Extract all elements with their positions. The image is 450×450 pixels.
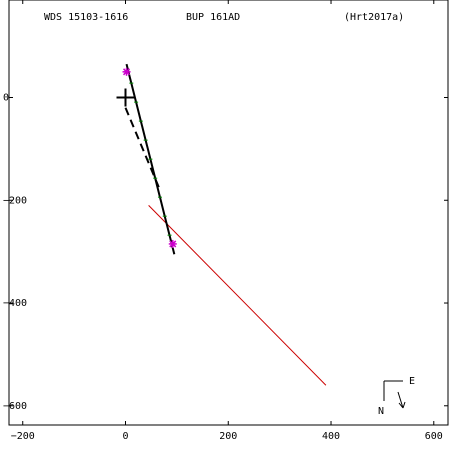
y-tick-label: −200	[3, 195, 27, 206]
compass-north-label: N	[378, 406, 384, 417]
x-tick-label: 0	[122, 431, 128, 442]
measurement-marker	[122, 67, 131, 76]
motion-arrow-icon	[397, 391, 406, 409]
y-tick-label: 0	[3, 93, 9, 104]
header-wds: WDS 15103-1616	[44, 12, 128, 23]
x-tick-label: 600	[425, 431, 443, 442]
y-tick-label: −600	[3, 401, 27, 412]
orbit-dashed	[124, 107, 160, 188]
header-reference: (Hrt2017a)	[344, 12, 404, 23]
y-tick-label: −400	[3, 298, 27, 309]
x-tick-label: 400	[322, 431, 340, 442]
fit-line	[148, 205, 327, 386]
header-discoverer: BUP 161AD	[186, 12, 240, 23]
plot-frame	[8, 0, 449, 426]
x-tick-label: 200	[219, 431, 237, 442]
compass-east-label: E	[409, 376, 415, 387]
x-tick-label: −200	[11, 431, 35, 442]
x-axis-ticks: −200 0 200 400 600	[11, 0, 443, 442]
measurement-marker	[168, 239, 177, 248]
y-axis-ticks: 0 −200 −400 −600	[3, 93, 448, 412]
chart-marks	[116, 63, 327, 386]
compass: E N	[378, 376, 415, 417]
